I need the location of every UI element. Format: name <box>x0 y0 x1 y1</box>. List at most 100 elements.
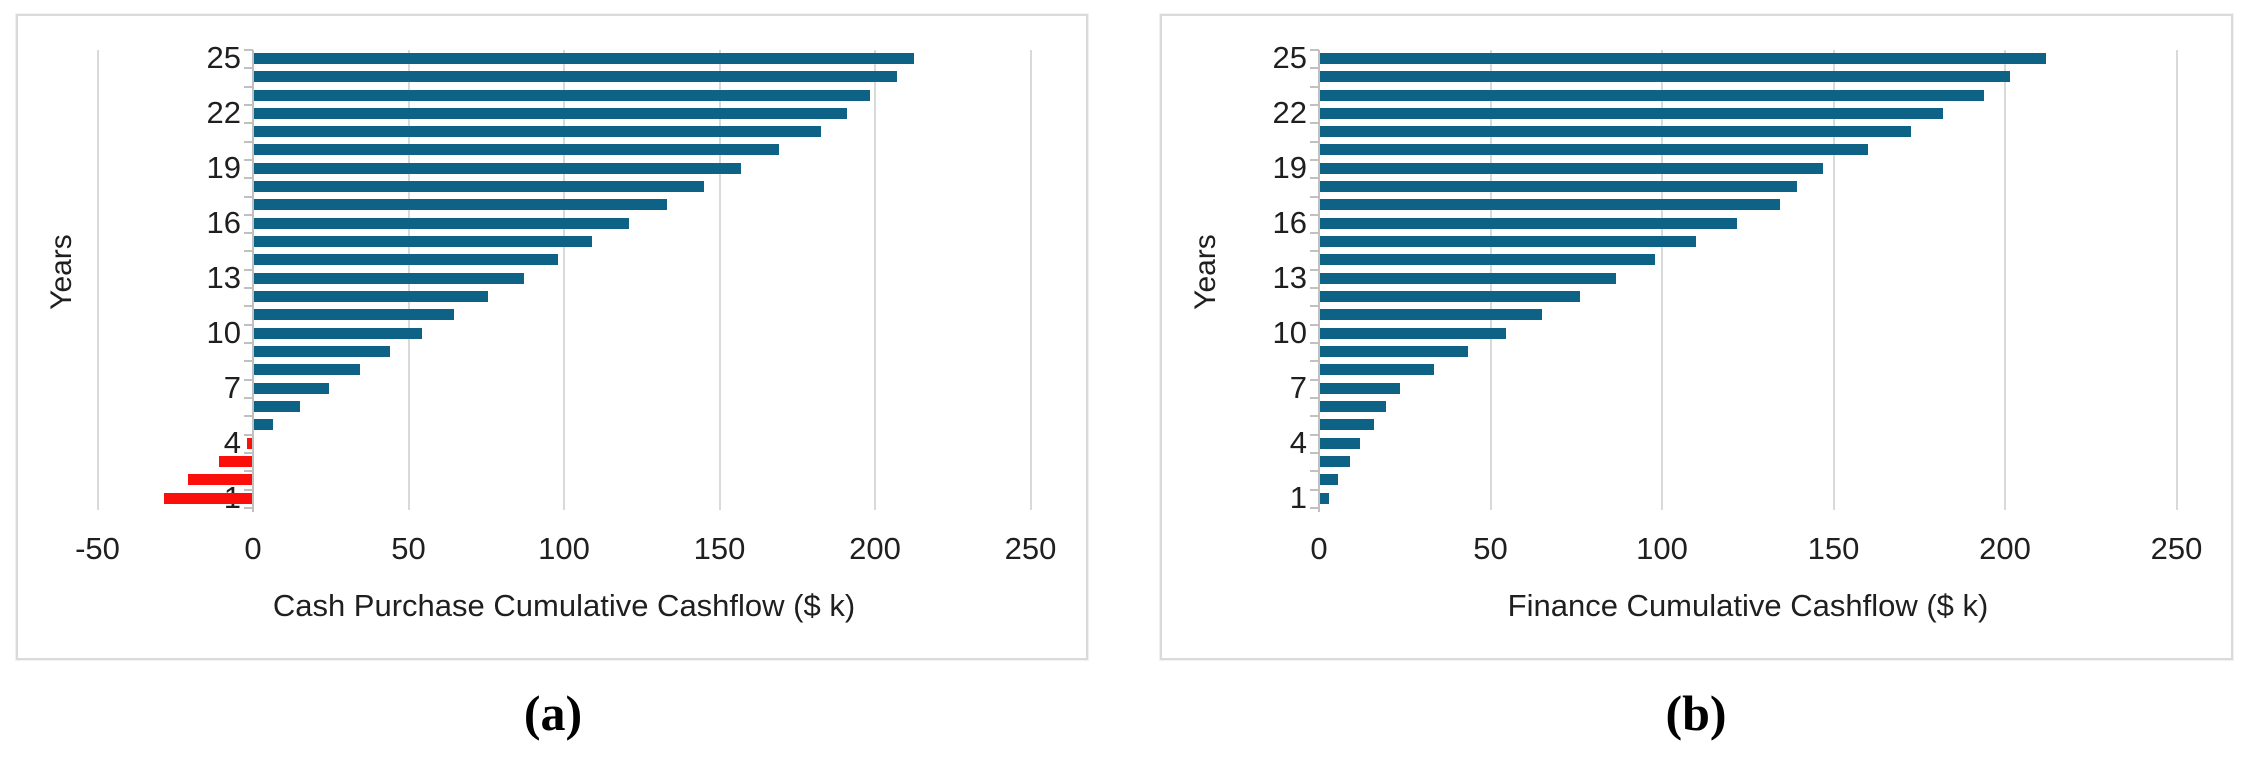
category-tick-mark <box>244 213 253 216</box>
gridline <box>874 50 876 510</box>
gridline <box>718 50 721 510</box>
bar-year-10 <box>1319 327 1506 339</box>
category-tick-mark <box>1310 140 1319 143</box>
gridline <box>2004 50 2006 510</box>
bar-year-11 <box>1319 309 1542 321</box>
category-tick-mark <box>1310 470 1319 473</box>
y-tick-label: 16 <box>1272 205 1307 241</box>
x-tick-label: 200 <box>849 531 901 566</box>
bar-year-6 <box>1319 400 1386 412</box>
gridline <box>563 50 565 510</box>
bar-year-18 <box>253 181 704 193</box>
y-tick-label: 4 <box>1289 425 1307 461</box>
x-axis-title: Finance Cumulative Cashflow ($ k) <box>1507 588 1989 623</box>
category-tick-mark <box>1310 232 1319 235</box>
y-tick-label: 7 <box>223 370 241 406</box>
bar-year-16 <box>253 217 630 229</box>
bar-year-10 <box>253 327 423 339</box>
bar-year-2 <box>1319 474 1338 486</box>
bar-year-22 <box>253 107 847 119</box>
bar-year-24 <box>1319 71 2011 83</box>
category-tick-mark <box>244 378 253 381</box>
category-tick-mark <box>244 67 253 70</box>
bar-year-6 <box>253 400 300 412</box>
category-tick-mark <box>1310 67 1319 70</box>
bar-year-4 <box>246 437 253 449</box>
y-tick-label: 22 <box>1272 95 1307 131</box>
category-tick-mark <box>1310 323 1319 326</box>
bar-year-15 <box>1319 236 1697 248</box>
bar-year-20 <box>1319 144 1868 156</box>
x-tick-label: 0 <box>244 531 262 566</box>
bar-year-9 <box>253 345 390 357</box>
bar-year-8 <box>253 364 361 376</box>
y-tick-label: 13 <box>206 260 241 296</box>
category-tick-mark <box>244 506 253 509</box>
bar-year-12 <box>253 291 488 303</box>
category-axis-line <box>1318 50 1320 512</box>
x-tick-label: 150 <box>693 531 746 566</box>
y-tick-label: 7 <box>1289 370 1307 406</box>
category-tick-mark <box>244 287 253 290</box>
category-tick-mark <box>1310 213 1319 216</box>
y-tick-label: 1 <box>1289 480 1307 515</box>
category-tick-mark <box>244 103 253 106</box>
category-tick-mark <box>1310 287 1319 290</box>
category-tick-mark <box>244 433 253 436</box>
y-tick-label: 25 <box>1272 40 1307 76</box>
bar-year-20 <box>253 144 779 156</box>
bar-year-1 <box>1319 492 1330 504</box>
x-tick-label: 100 <box>1636 531 1688 566</box>
category-tick-mark <box>244 397 253 399</box>
category-tick-mark <box>1310 250 1319 253</box>
category-tick-mark <box>244 158 253 161</box>
y-tick-label: 22 <box>206 95 241 131</box>
bar-year-13 <box>253 272 524 284</box>
y-tick-label: 10 <box>1272 315 1307 351</box>
bar-year-4 <box>1319 437 1361 449</box>
y-axis-title: Years <box>45 234 78 310</box>
category-tick-mark <box>244 488 253 491</box>
bar-year-19 <box>1319 162 1824 174</box>
bar-year-24 <box>253 71 897 83</box>
category-tick-mark <box>1310 342 1319 345</box>
category-tick-mark <box>244 177 253 180</box>
bar-year-23 <box>253 89 871 101</box>
x-tick-label: 250 <box>1004 531 1057 566</box>
y-tick-label: 19 <box>1272 150 1307 186</box>
category-tick-mark <box>1310 49 1319 51</box>
category-tick-mark <box>1310 103 1319 106</box>
category-tick-mark <box>1310 85 1319 88</box>
gridline <box>1029 50 1032 510</box>
category-tick-mark <box>244 85 253 88</box>
y-tick-label: 13 <box>1272 260 1307 296</box>
category-tick-mark <box>244 323 253 326</box>
category-tick-mark <box>1310 415 1319 418</box>
y-tick-label: 16 <box>206 205 241 241</box>
x-tick-label: 0 <box>1310 531 1328 566</box>
category-tick-mark <box>244 49 253 51</box>
y-axis-title: Years <box>1189 234 1222 310</box>
category-tick-mark <box>244 305 253 308</box>
category-tick-mark <box>1310 397 1319 399</box>
category-tick-mark <box>244 232 253 235</box>
category-tick-mark <box>244 451 253 454</box>
x-tick-label: 250 <box>2150 531 2203 566</box>
bar-year-19 <box>253 162 742 174</box>
category-tick-mark <box>244 360 253 363</box>
bar-year-3 <box>1319 455 1350 467</box>
gridline <box>1661 50 1663 510</box>
bar-year-16 <box>1319 217 1738 229</box>
category-tick-mark <box>1310 177 1319 180</box>
bar-year-22 <box>1319 107 1944 119</box>
bar-year-17 <box>253 199 667 211</box>
category-tick-mark <box>1310 451 1319 454</box>
x-tick-label: 50 <box>391 531 426 566</box>
bar-year-13 <box>1319 272 1616 284</box>
category-tick-mark <box>244 122 253 125</box>
plot-area-cash-purchase: -50050100150200250147101316192225 <box>18 16 1086 658</box>
bar-year-25 <box>1319 52 2047 64</box>
bar-year-12 <box>1319 291 1580 303</box>
category-tick-mark <box>244 342 253 345</box>
category-tick-mark <box>1310 268 1319 271</box>
